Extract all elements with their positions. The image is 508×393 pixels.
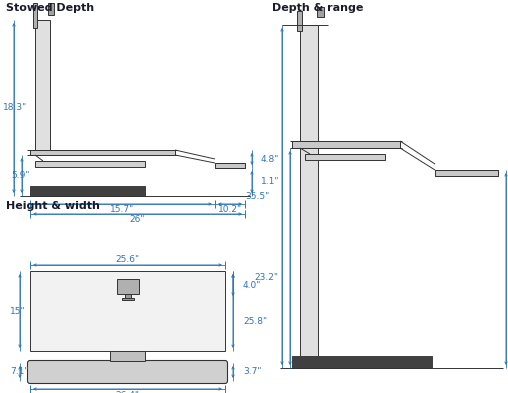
Text: 4.0": 4.0" — [243, 281, 262, 290]
Text: 26.4": 26.4" — [115, 391, 140, 393]
Bar — [300, 148, 318, 356]
Bar — [297, 11, 302, 31]
Bar — [33, 3, 37, 28]
Bar — [35, 20, 50, 150]
Text: 3.7": 3.7" — [243, 367, 262, 376]
Bar — [435, 170, 498, 176]
Bar — [124, 294, 131, 298]
Text: 26": 26" — [130, 215, 145, 224]
Text: 15": 15" — [10, 307, 25, 316]
Text: 4.8": 4.8" — [261, 154, 279, 163]
Bar — [110, 351, 145, 361]
Text: Height & width: Height & width — [6, 201, 100, 211]
Bar — [292, 141, 400, 148]
Text: 25.8": 25.8" — [243, 316, 267, 325]
Bar — [116, 279, 139, 294]
Bar — [300, 25, 318, 141]
Text: Depth & range: Depth & range — [272, 3, 363, 13]
Bar — [292, 356, 432, 368]
Text: 5.9": 5.9" — [11, 171, 29, 180]
Text: 1.1": 1.1" — [261, 178, 279, 187]
Text: Stowed Depth: Stowed Depth — [6, 3, 94, 13]
Bar — [48, 3, 54, 15]
Bar — [215, 163, 245, 168]
Bar — [121, 298, 134, 300]
FancyBboxPatch shape — [27, 360, 228, 384]
Text: 18.3": 18.3" — [3, 103, 27, 112]
Bar — [30, 186, 145, 196]
Bar — [30, 271, 225, 351]
Text: 25.6": 25.6" — [115, 255, 140, 263]
Bar — [317, 7, 324, 17]
Text: 10.2": 10.2" — [218, 206, 242, 215]
Text: 15.7": 15.7" — [110, 206, 135, 215]
Bar — [35, 161, 145, 167]
Text: 35.5": 35.5" — [246, 192, 270, 201]
Text: 23.2": 23.2" — [254, 274, 278, 283]
Bar — [305, 154, 385, 160]
Text: 7.1": 7.1" — [10, 367, 28, 376]
Bar — [30, 150, 175, 155]
